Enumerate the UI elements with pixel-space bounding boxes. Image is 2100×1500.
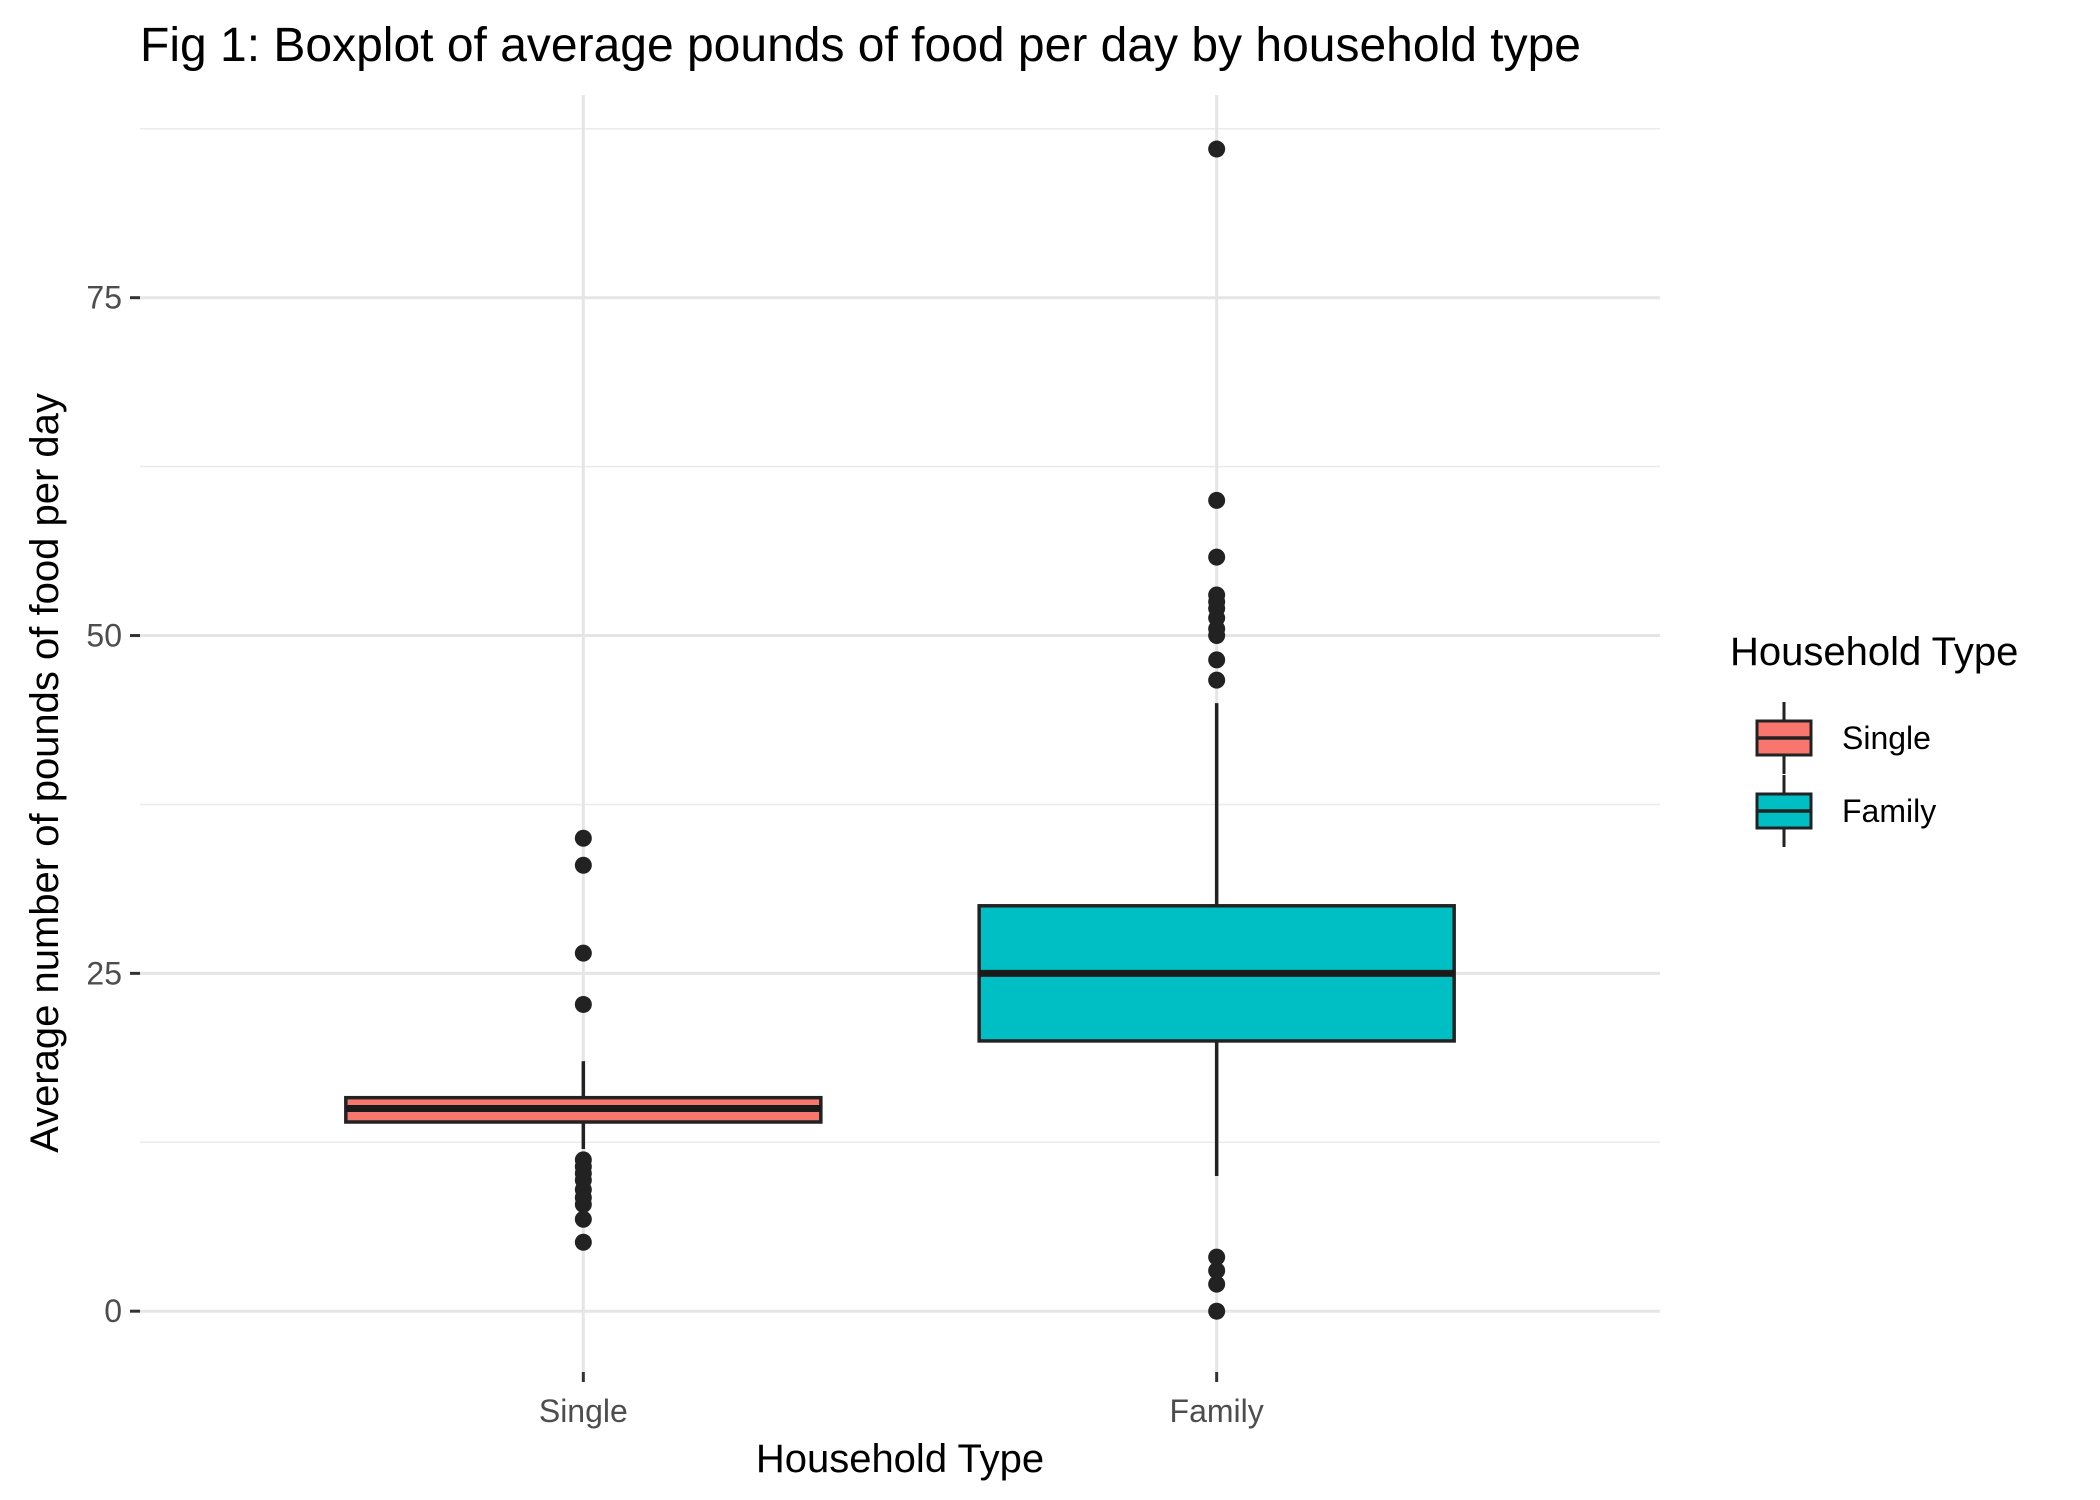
- outlier-point: [1208, 1248, 1226, 1266]
- box-single: [344, 829, 823, 1251]
- outlier-point: [574, 995, 592, 1013]
- outlier-point: [1208, 548, 1226, 566]
- x-tick-label: Single: [539, 1393, 628, 1429]
- chart-title: Fig 1: Boxplot of average pounds of food…: [140, 19, 1581, 72]
- outlier-point: [574, 1233, 592, 1251]
- y-tick-label: 0: [104, 1293, 122, 1329]
- legend-label: Single: [1842, 720, 1931, 756]
- box-family: [977, 140, 1456, 1320]
- outlier-point: [1208, 671, 1226, 689]
- outlier-point: [1208, 627, 1226, 645]
- x-tick-label: Family: [1170, 1393, 1264, 1429]
- outlier-point: [1208, 1302, 1226, 1320]
- outlier-point: [1208, 651, 1226, 669]
- legend-label: Family: [1842, 793, 1936, 829]
- outlier-point: [574, 1210, 592, 1228]
- outlier-point: [574, 1195, 592, 1213]
- legend-items: Single Family: [1755, 702, 1936, 847]
- legend-item-family: Family: [1755, 775, 1936, 847]
- outlier-point: [1208, 140, 1226, 158]
- outlier-point: [574, 944, 592, 962]
- outlier-point: [1208, 491, 1226, 509]
- outlier-point: [1208, 1262, 1226, 1280]
- legend-title: Household Type: [1730, 630, 2018, 674]
- box-layer: [344, 140, 1456, 1320]
- outlier-point: [1208, 1275, 1226, 1293]
- grid-layer: [140, 95, 1660, 1372]
- legend: Household Type Single Family: [1730, 630, 2018, 847]
- y-tick-label: 25: [86, 955, 122, 991]
- y-tick-label: 75: [86, 280, 122, 316]
- legend-item-single: Single: [1755, 702, 1931, 774]
- x-axis-title: Household Type: [756, 1437, 1044, 1481]
- axis-layer: 0 25 50 75 Single Family: [86, 280, 1263, 1429]
- y-axis-title: Average number of pounds of food per day: [23, 393, 67, 1153]
- outlier-point: [574, 856, 592, 874]
- y-tick-label: 50: [86, 618, 122, 654]
- outlier-point: [574, 829, 592, 847]
